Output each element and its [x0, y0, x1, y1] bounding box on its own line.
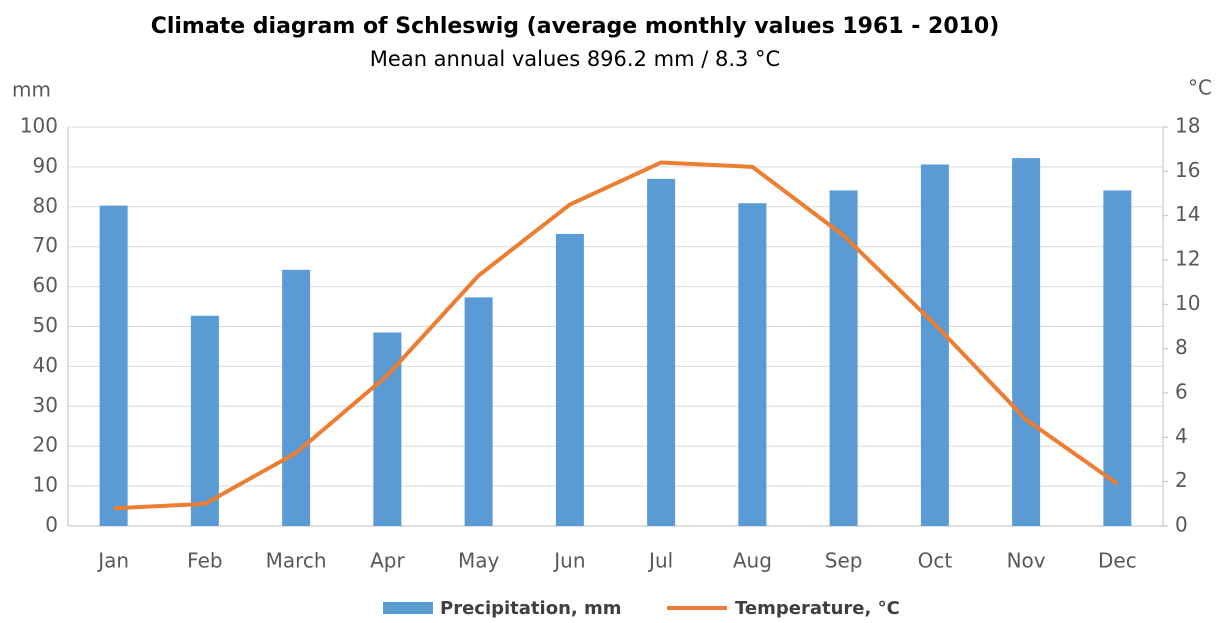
line [113, 160, 1119, 511]
y-tick-label: 100 [20, 114, 58, 138]
x-tick-label: March [266, 549, 327, 573]
y-tick-label: 20 [33, 433, 58, 457]
y-tick-label: 80 [33, 193, 58, 217]
x-tick-label: Sep [825, 549, 863, 573]
y-tick-label: 30 [33, 393, 58, 417]
y-tick-label: 10 [33, 473, 58, 497]
legend-swatch [383, 602, 433, 614]
bar [647, 178, 676, 526]
x-tick-label: Oct [918, 549, 953, 573]
x-tick-label: Dec [1098, 549, 1137, 573]
x-tick-label: Aug [733, 549, 772, 573]
x-tick-label: Nov [1007, 549, 1046, 573]
y-tick-label: 60 [33, 273, 58, 297]
bar [1012, 158, 1041, 526]
bar [920, 164, 949, 527]
y-tick-label: 50 [33, 313, 58, 337]
y-tick-label: 40 [33, 353, 58, 377]
bar [282, 269, 311, 526]
y2-tick-label: 14 [1175, 202, 1200, 226]
x-tick-label: Jul [647, 549, 673, 573]
bar [464, 297, 493, 526]
x-tick-label: Jan [96, 549, 129, 573]
y2-tick-label: 10 [1175, 291, 1200, 315]
y2-tick-label: 0 [1175, 513, 1188, 537]
y2-tick-label: 18 [1175, 114, 1200, 138]
bar [373, 332, 402, 526]
y-tick-label: 90 [33, 153, 58, 177]
y2-axis-label: °C [1188, 76, 1212, 100]
y2-tick-label: 16 [1175, 158, 1200, 182]
bar [190, 315, 219, 526]
x-tick-label: Jun [552, 549, 585, 573]
y-axis-label: mm [12, 78, 51, 102]
y2-tick-label: 4 [1175, 424, 1188, 448]
y-tick-label: 70 [33, 233, 58, 257]
y2-tick-label: 6 [1175, 380, 1188, 404]
x-tick-label: Feb [187, 549, 222, 573]
bar [99, 205, 128, 526]
chart-subtitle: Mean annual values 896.2 mm / 8.3 °C [370, 47, 780, 71]
y-tick-label: 0 [45, 513, 58, 537]
legend-label: Precipitation, mm [440, 598, 622, 619]
y2-tick-label: 12 [1175, 247, 1200, 271]
bar [555, 233, 584, 526]
y2-tick-label: 2 [1175, 468, 1188, 492]
legend-label: Temperature, °C [735, 598, 900, 619]
y2-tick-label: 8 [1175, 335, 1188, 359]
x-tick-label: Apr [370, 549, 405, 573]
bar [1103, 190, 1132, 527]
x-tick-label: May [458, 549, 500, 573]
bar [738, 203, 767, 527]
bar [829, 190, 858, 527]
chart-title: Climate diagram of Schleswig (average mo… [151, 14, 1000, 39]
